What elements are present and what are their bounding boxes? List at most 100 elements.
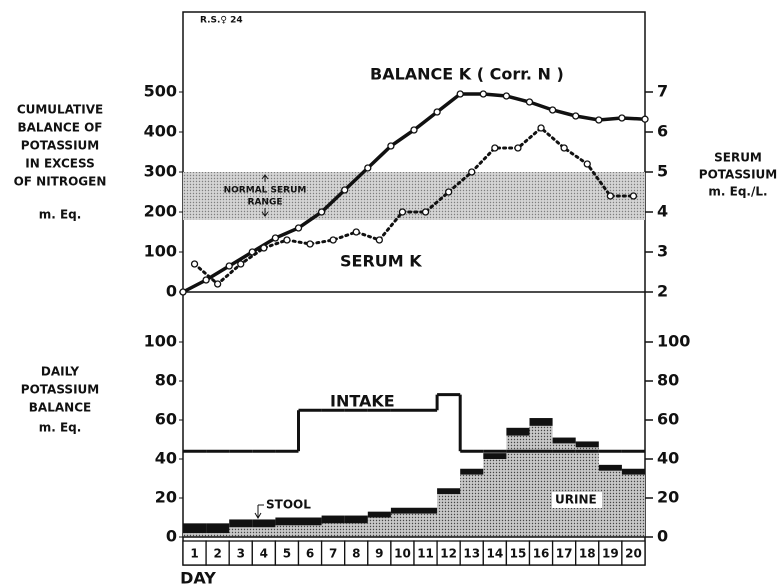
data-point [329,236,337,244]
bar-segment [437,488,461,495]
y-tick-label: 80 [155,371,177,390]
annotation: NORMAL SERUM [224,186,307,196]
data-point [595,116,603,124]
data-point [479,90,487,98]
data-point [491,144,499,152]
bar-segment [506,427,530,436]
data-point [260,244,268,252]
y-tick-label: 100 [144,332,177,351]
bar-stipple [437,494,461,537]
x-tick-label: 10 [394,547,411,561]
x-tick-label: 7 [329,547,337,561]
y2-tick-label: 0 [657,527,668,546]
bar-segment [344,515,368,524]
x-tick-label: 2 [213,547,221,561]
bar-segment [598,464,622,471]
data-point [341,186,349,194]
y2-axis-label: m. Eq./L. [708,185,767,199]
y-tick-label: 200 [144,202,177,221]
data-point [572,112,580,120]
data-point [641,115,649,123]
data-point [306,240,314,248]
bar-stipple [183,533,207,537]
bar-segment [252,519,276,528]
y-tick-label: 100 [144,242,177,261]
x-tick-label: 19 [602,547,619,561]
data-point [190,260,199,268]
bar-segment [390,507,414,514]
y2-tick-label: 2 [657,282,668,301]
data-point [514,144,522,152]
y-tick-label: 500 [144,82,177,101]
x-tick-label: 17 [556,547,573,561]
x-tick-label: 20 [625,547,642,561]
bar-stipple [529,425,553,537]
x-tick-label: 8 [352,547,360,561]
y2-tick-label: 40 [657,449,679,468]
y-tick-label: 300 [144,162,177,181]
data-point [629,192,638,200]
x-tick-label: 3 [237,547,245,561]
bar-segment [529,418,553,426]
data-point [502,92,511,100]
label-bg [552,492,602,508]
bar-stipple [252,527,276,537]
figure-label: R.S.♀ 24 [200,16,243,26]
data-point [548,106,557,114]
data-point [618,114,626,122]
y-tick-label: 0 [166,282,177,301]
bar-segment [275,517,299,526]
data-point [387,142,395,150]
x-tick-label: 16 [533,547,550,561]
y2-tick-label: 100 [657,332,690,351]
series-line [193,126,635,286]
data-point [583,160,591,168]
data-point [364,164,372,172]
data-point [271,234,280,242]
x-tick-label: 12 [440,547,457,561]
y-tick-label: 20 [155,488,177,507]
y-tick-label: 0 [166,527,177,546]
data-point [283,236,291,244]
y-axis-label: BALANCE OF [18,121,103,135]
bar-stipple [598,470,622,537]
x-tick-label: 6 [306,547,314,561]
data-point [468,168,476,176]
annotation: RANGE [248,198,283,208]
y2-tick-label: 80 [657,371,679,390]
y-axis-label: CUMULATIVE [17,103,103,117]
bar-stipple [344,523,368,537]
data-point [456,90,464,98]
bar-stipple [275,525,299,537]
data-point [433,108,441,116]
data-point [398,208,407,216]
bar-segment [367,511,391,518]
annotation: INTAKE [330,392,395,411]
bar-stipple [552,443,576,537]
bar-stipple [321,523,345,537]
y-tick-label: 40 [155,449,177,468]
bar-stipple [390,513,414,537]
bar-segment [460,468,484,475]
bar-stipple [367,517,391,537]
bar-segment [552,437,576,444]
x-tick-label: 5 [283,547,291,561]
bar-segment [298,517,322,526]
bar-stipple [298,525,322,537]
x-tick-label: 15 [510,547,527,561]
bar-stipple [483,459,507,537]
y2-tick-label: 3 [657,242,668,261]
y-axis-label: m. Eq. [39,208,82,222]
annotation: STOOL [266,498,311,512]
data-point [560,144,568,152]
data-point [225,262,233,270]
y-tick-label: 60 [155,410,177,429]
bar-segment [483,453,507,459]
y-axis-label: DAILY [41,365,79,379]
y2-tick-label: 4 [657,202,668,221]
y2-axis-label: POTASSIUM [699,168,777,182]
y2-tick-label: 60 [657,410,679,429]
bar-stipple [229,527,253,537]
bar-stipple [460,474,484,537]
